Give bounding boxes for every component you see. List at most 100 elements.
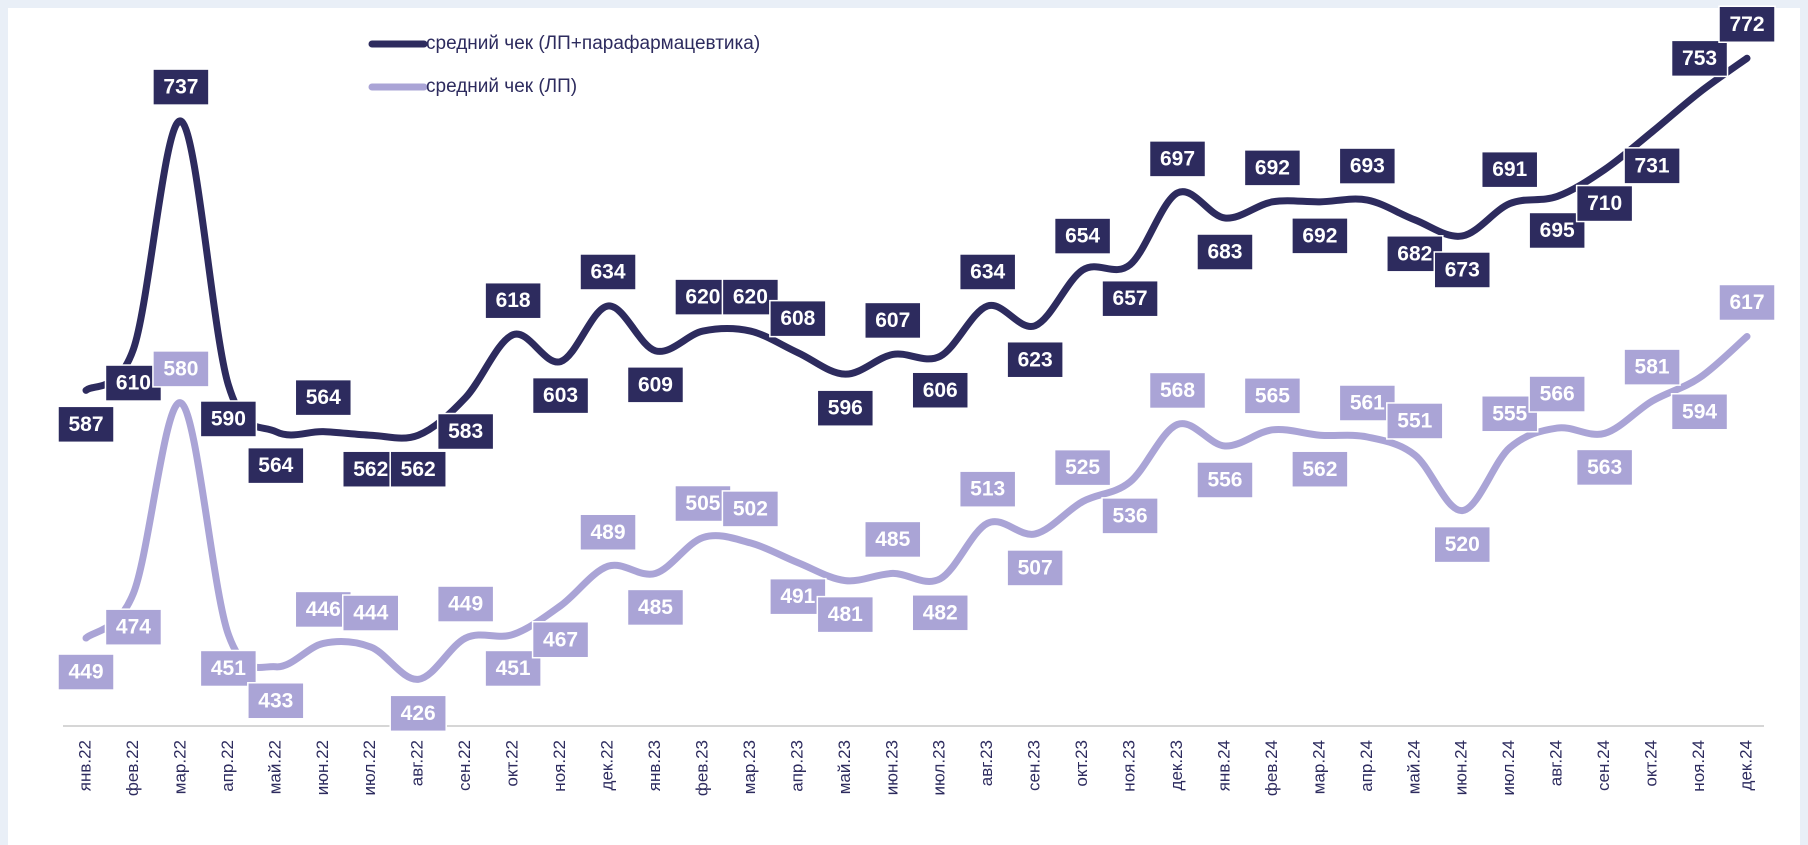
data-label: 562 — [389, 450, 447, 488]
data-label-box — [1196, 233, 1254, 271]
data-label-box — [1243, 377, 1302, 415]
data-label-box — [199, 649, 258, 688]
data-label: 583 — [436, 412, 495, 451]
data-label-text: 603 — [543, 384, 578, 407]
data-label-text: 561 — [1350, 392, 1385, 415]
data-label-box — [341, 450, 400, 488]
data-label: 562 — [341, 450, 400, 488]
data-label-text: 505 — [685, 492, 720, 515]
data-label: 525 — [1053, 448, 1112, 487]
data-label-text: 609 — [638, 373, 673, 396]
data-label-box — [1006, 549, 1064, 587]
legend-label: средний чек (ЛП+парафармацевтика) — [426, 33, 760, 54]
data-label-text: 449 — [448, 593, 483, 616]
data-label: 617 — [1718, 283, 1776, 322]
data-label: 710 — [1575, 184, 1634, 223]
data-label-text: 446 — [306, 598, 341, 621]
data-label-box — [1670, 39, 1729, 78]
data-label: 505 — [674, 484, 732, 523]
data-label-text: 562 — [1302, 458, 1337, 481]
data-label-text: 731 — [1635, 154, 1670, 177]
data-label-box — [1196, 461, 1254, 499]
data-label-text: 618 — [496, 289, 531, 312]
data-label: 587 — [57, 405, 115, 444]
data-label-text: 451 — [211, 657, 246, 680]
x-tick-label: май.22 — [265, 740, 284, 794]
data-label: 695 — [1528, 211, 1586, 250]
data-label: 485 — [626, 588, 685, 627]
data-label-text: 467 — [543, 628, 578, 651]
data-label-text: 563 — [1587, 456, 1622, 479]
data-label: 654 — [1053, 217, 1112, 255]
data-label-box — [626, 588, 685, 627]
x-tick-label: янв.22 — [75, 740, 94, 791]
data-label: 737 — [152, 68, 210, 106]
data-label-box — [104, 364, 163, 402]
data-label-box — [389, 450, 447, 488]
data-label: 451 — [484, 649, 542, 688]
data-label: 634 — [958, 253, 1017, 291]
data-label: 596 — [816, 389, 875, 427]
data-label-text: 634 — [591, 261, 626, 284]
data-label: 607 — [864, 301, 922, 340]
data-label-text: 692 — [1302, 224, 1337, 247]
x-tick-label: июн.23 — [882, 740, 901, 795]
data-label-box — [1623, 147, 1681, 185]
data-label: 691 — [1480, 150, 1539, 189]
x-tick-label: авг.24 — [1547, 740, 1566, 786]
data-label-text: 692 — [1255, 156, 1290, 179]
data-label-text: 565 — [1255, 384, 1290, 407]
data-label-text: 564 — [306, 386, 341, 409]
data-label-text: 693 — [1350, 155, 1385, 178]
x-tick-label: мар.24 — [1309, 740, 1328, 794]
x-tick-label: апр.22 — [218, 740, 237, 792]
data-label-box — [1433, 525, 1492, 564]
data-label-text: 513 — [970, 478, 1005, 501]
data-label-box — [1718, 283, 1776, 322]
data-label-box — [152, 68, 210, 106]
data-label-text: 580 — [163, 357, 198, 380]
data-label-text: 606 — [923, 379, 958, 402]
data-label: 753 — [1670, 39, 1729, 78]
data-label-box — [1101, 497, 1159, 535]
data-label-text: 737 — [163, 76, 198, 99]
data-label: 623 — [1006, 340, 1064, 379]
data-label-text: 555 — [1492, 402, 1527, 425]
data-label-box — [1433, 251, 1492, 289]
data-label: 568 — [1148, 371, 1207, 410]
data-label-box — [674, 484, 732, 523]
x-tick-label: мар.23 — [740, 740, 759, 794]
data-label-text: 590 — [211, 407, 246, 430]
data-label: 491 — [769, 577, 827, 616]
data-label: 561 — [1338, 384, 1397, 422]
data-label: 618 — [484, 281, 542, 320]
data-label: 502 — [721, 490, 780, 528]
data-label: 482 — [911, 594, 969, 632]
data-label-text: 581 — [1635, 356, 1670, 379]
data-label: 444 — [341, 594, 400, 632]
x-tick-label: янв.23 — [645, 740, 664, 791]
data-label-box — [1053, 448, 1112, 487]
data-label-text: 507 — [1018, 556, 1053, 579]
data-label: 609 — [626, 366, 685, 404]
data-label-box — [152, 350, 210, 388]
data-label: 692 — [1291, 217, 1349, 255]
data-label: 564 — [294, 378, 353, 417]
data-label: 594 — [1670, 393, 1729, 431]
data-label: 634 — [579, 253, 637, 291]
data-label-box — [531, 376, 590, 415]
data-label-box — [1338, 147, 1397, 185]
data-label-text: 620 — [733, 286, 768, 309]
data-label: 683 — [1196, 233, 1254, 271]
x-tick-label: апр.23 — [787, 740, 806, 792]
data-label: 446 — [294, 590, 353, 629]
data-label-text: 451 — [496, 657, 531, 680]
data-label-text: 485 — [875, 528, 910, 551]
data-label-box — [1006, 340, 1064, 379]
data-label: 564 — [247, 446, 305, 485]
data-label-box — [57, 653, 115, 691]
data-label-box — [1386, 235, 1444, 273]
data-label-box — [911, 371, 969, 409]
data-label-box — [864, 520, 922, 559]
